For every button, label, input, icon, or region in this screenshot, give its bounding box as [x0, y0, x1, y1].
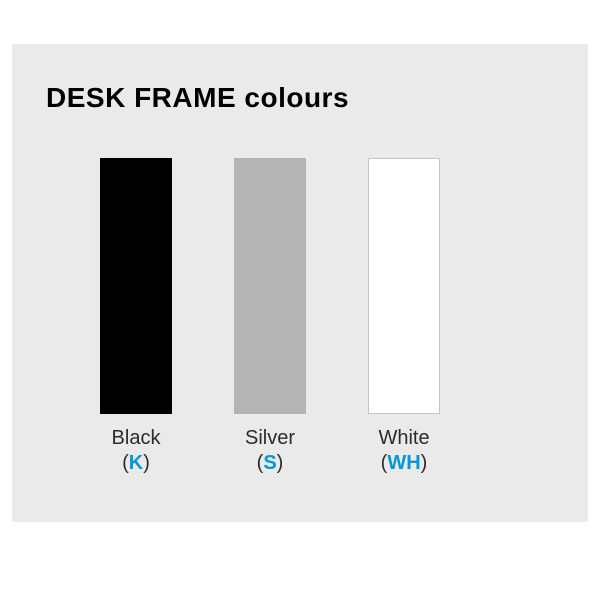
- swatch-item-white: White (WH): [368, 158, 440, 476]
- swatch-row: Black (K) Silver (S) White (WH): [46, 158, 554, 476]
- close-paren: ): [421, 452, 428, 474]
- card-title: DESK FRAME colours: [46, 82, 554, 114]
- swatch-name: Silver: [245, 427, 295, 449]
- swatch-name: Black: [112, 427, 161, 449]
- close-paren: ): [143, 452, 150, 474]
- swatch-item-silver: Silver (S): [234, 158, 306, 476]
- swatch-name: White: [378, 427, 429, 449]
- open-paren: (: [122, 452, 129, 474]
- close-paren: ): [277, 452, 284, 474]
- swatch-box-black: [100, 158, 172, 414]
- swatch-code: K: [129, 452, 143, 474]
- swatch-code: WH: [387, 452, 420, 474]
- colour-card: DESK FRAME colours Black (K) Silver (S) …: [12, 44, 588, 522]
- swatch-label-black: Black (K): [112, 426, 161, 476]
- swatch-box-white: [368, 158, 440, 414]
- swatch-box-silver: [234, 158, 306, 414]
- swatch-item-black: Black (K): [100, 158, 172, 476]
- swatch-label-silver: Silver (S): [245, 426, 295, 476]
- swatch-code: S: [263, 452, 276, 474]
- swatch-label-white: White (WH): [378, 426, 429, 476]
